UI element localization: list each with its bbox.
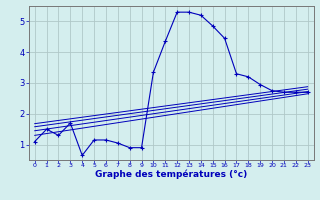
X-axis label: Graphe des températures (°c): Graphe des températures (°c) [95,170,247,179]
